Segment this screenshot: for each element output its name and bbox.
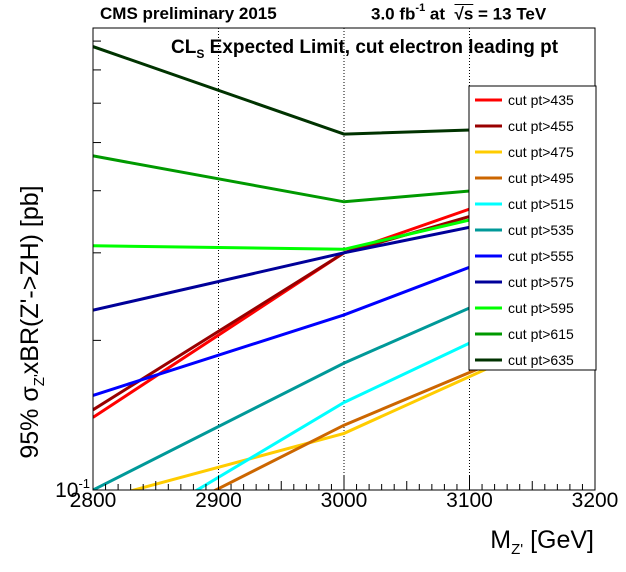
lumi-value: 3.0 fb	[371, 4, 416, 24]
header-experiment: CMS preliminary 2015	[100, 4, 277, 23]
grid-lines	[218, 28, 470, 490]
legend-label: cut pt>455	[508, 118, 574, 134]
plot-title: CLS Expected Limit, cut electron leading…	[171, 37, 559, 61]
x-tick-label: 3200	[572, 489, 619, 512]
legend-label: cut pt>595	[508, 300, 574, 316]
legend-label: cut pt>535	[508, 222, 574, 238]
legend-label: cut pt>635	[508, 352, 574, 368]
lumi-at: at	[429, 4, 446, 24]
legend-label: cut pt>615	[508, 326, 574, 342]
legend-label: cut pt>435	[508, 92, 574, 108]
energy-value: = 13 TeV	[478, 4, 547, 24]
legend-label: cut pt>495	[508, 170, 574, 186]
header-luminosity: 3.0 fb-1 at √s = 13 TeV	[371, 2, 547, 25]
legend-label: cut pt>575	[508, 274, 574, 290]
legend-box	[468, 85, 597, 371]
legend: cut pt>435 cut pt>455 cut pt>475 cut pt>495…	[468, 85, 597, 371]
x-tick-label: 3100	[446, 489, 493, 512]
sqrt-s: √s	[454, 4, 474, 24]
legend-label: cut pt>475	[508, 144, 574, 160]
x-tick-label: 2900	[195, 489, 242, 512]
lumi-exponent: -1	[415, 2, 426, 14]
tick-labels: 2800 2900 3000 3100 3200	[70, 489, 619, 512]
y-tick-label-min: 10-1	[55, 476, 90, 502]
x-axis-label: MZ' [GeV]	[490, 526, 594, 558]
x-tick-label: 3000	[321, 489, 368, 512]
x-tick-label: 2800	[70, 489, 117, 512]
legend-label: cut pt>515	[508, 196, 574, 212]
legend-label: cut pt>555	[508, 248, 574, 264]
y-axis-label: 95% σZ'xBR(Z'->ZH) [pb]	[16, 185, 48, 458]
axis-ticks	[92, 40, 596, 491]
